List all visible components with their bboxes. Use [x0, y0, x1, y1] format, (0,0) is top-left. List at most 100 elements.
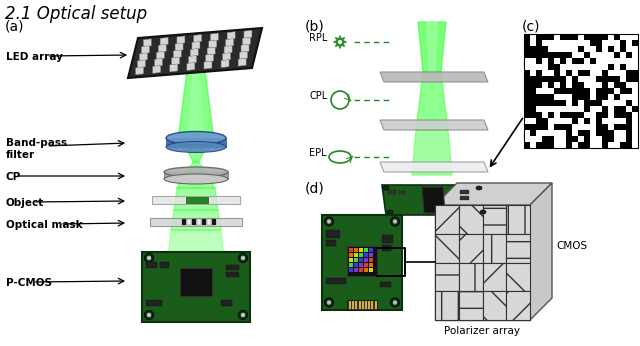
Bar — [572, 46, 578, 52]
Polygon shape — [435, 183, 552, 205]
Bar — [221, 300, 232, 306]
Ellipse shape — [166, 131, 226, 145]
Bar — [364, 268, 368, 272]
Bar — [459, 291, 483, 320]
Polygon shape — [179, 70, 213, 132]
Bar — [620, 64, 626, 70]
Bar — [506, 263, 530, 291]
Bar — [596, 130, 602, 136]
Bar — [602, 118, 608, 124]
Bar — [212, 219, 216, 225]
Bar — [459, 234, 483, 263]
Bar — [614, 106, 620, 112]
Bar — [608, 112, 614, 118]
Bar — [554, 40, 560, 46]
Bar — [554, 130, 560, 136]
Bar — [560, 46, 566, 52]
Bar — [596, 64, 602, 70]
Bar — [608, 100, 614, 106]
Bar — [632, 112, 638, 118]
Ellipse shape — [324, 298, 333, 307]
Bar — [608, 64, 614, 70]
Polygon shape — [226, 39, 234, 47]
Bar — [620, 34, 626, 40]
Bar — [620, 58, 626, 64]
Bar — [596, 124, 602, 130]
Polygon shape — [138, 60, 145, 68]
Bar — [364, 263, 368, 267]
Bar — [554, 82, 560, 88]
Polygon shape — [380, 120, 488, 130]
Bar — [584, 112, 590, 118]
Polygon shape — [194, 35, 202, 43]
Bar — [359, 253, 363, 257]
Ellipse shape — [390, 298, 399, 307]
Bar — [584, 136, 590, 142]
Bar — [572, 142, 578, 148]
Bar — [578, 136, 584, 142]
Bar — [483, 291, 506, 320]
Ellipse shape — [147, 313, 151, 317]
Polygon shape — [380, 72, 488, 82]
Text: LED array: LED array — [6, 52, 63, 62]
Bar — [358, 300, 360, 309]
Bar — [578, 58, 584, 64]
Bar — [560, 88, 566, 94]
Bar — [364, 253, 368, 257]
Bar — [632, 76, 638, 82]
Polygon shape — [177, 162, 215, 188]
Bar — [602, 100, 608, 106]
Bar — [459, 205, 483, 234]
Bar — [554, 94, 560, 100]
Bar — [572, 88, 578, 94]
Bar — [566, 112, 572, 118]
Bar — [632, 70, 638, 76]
Bar — [352, 300, 354, 309]
Bar — [536, 40, 542, 46]
Ellipse shape — [393, 300, 397, 304]
Bar — [566, 142, 572, 148]
Bar — [578, 94, 584, 100]
Bar — [536, 130, 542, 136]
Bar — [608, 118, 614, 124]
Bar — [542, 58, 548, 64]
Bar — [459, 263, 483, 291]
Bar — [536, 112, 542, 118]
Bar — [524, 46, 530, 52]
Bar — [530, 82, 536, 88]
Bar — [435, 291, 459, 320]
Bar — [584, 58, 590, 64]
Bar — [548, 58, 554, 64]
Polygon shape — [243, 37, 250, 45]
Bar — [554, 58, 560, 64]
Polygon shape — [418, 22, 446, 72]
Bar — [548, 40, 554, 46]
Bar — [578, 82, 584, 88]
Bar — [364, 248, 368, 252]
Bar — [626, 106, 632, 112]
Bar — [572, 118, 578, 124]
Bar — [560, 40, 566, 46]
Polygon shape — [223, 53, 230, 61]
Bar — [506, 205, 530, 234]
Bar — [626, 46, 632, 52]
Ellipse shape — [383, 186, 389, 190]
Bar — [596, 58, 602, 64]
Bar — [614, 112, 620, 118]
Bar — [626, 112, 632, 118]
Bar — [524, 136, 530, 142]
Polygon shape — [460, 190, 469, 194]
Bar — [590, 82, 596, 88]
Bar — [371, 300, 373, 309]
Bar — [626, 118, 632, 124]
Bar — [584, 118, 590, 124]
Bar — [560, 100, 566, 106]
Bar — [359, 258, 363, 262]
Text: 2.1 Optical setup: 2.1 Optical setup — [5, 5, 147, 23]
Bar — [369, 248, 373, 252]
Bar — [596, 94, 602, 100]
Polygon shape — [143, 39, 152, 47]
Bar — [602, 46, 608, 52]
Bar — [626, 88, 632, 94]
Bar — [620, 82, 626, 88]
